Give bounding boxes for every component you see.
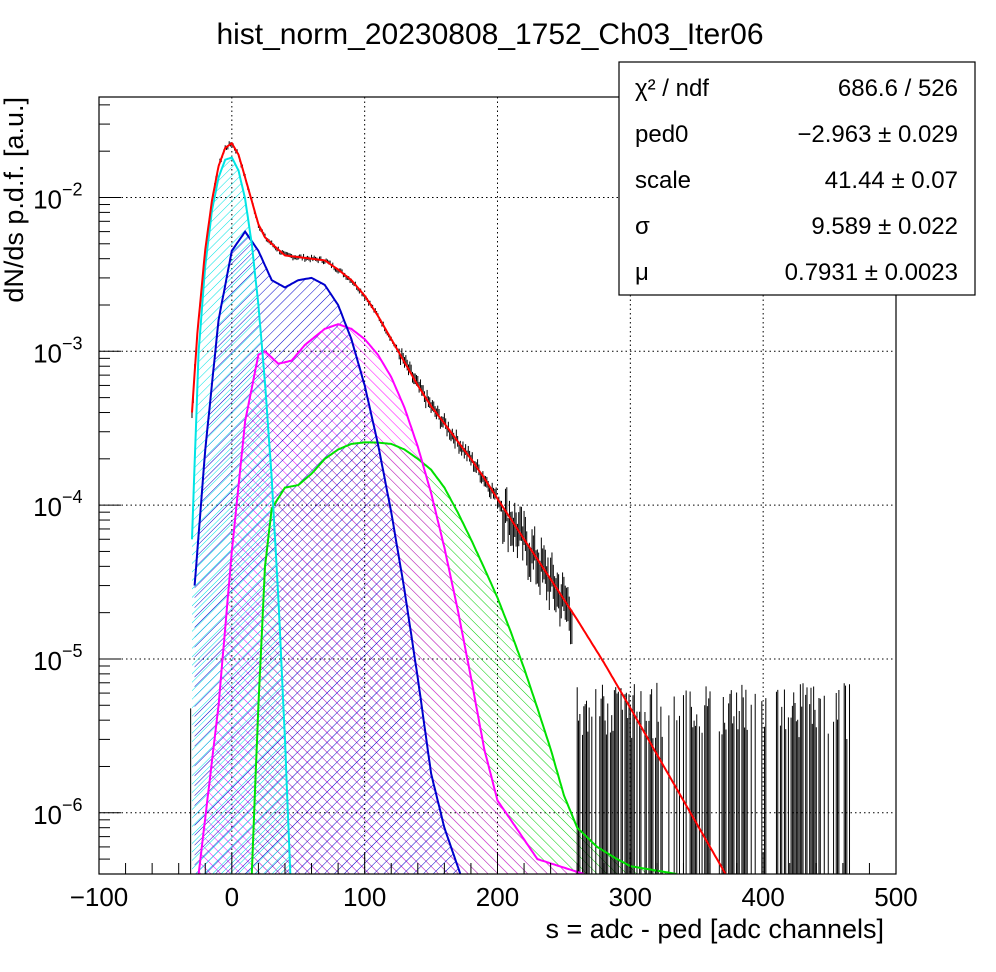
- y-tick-exponent: −5: [62, 641, 83, 661]
- stat-value: 0.7931 ± 0.0023: [785, 259, 958, 286]
- fit-curve: [191, 141, 727, 874]
- y-tick-exponent: −4: [62, 487, 83, 507]
- x-tick-label: 400: [741, 882, 784, 912]
- x-tick-label: 0: [225, 882, 239, 912]
- y-tick-exponent: −2: [62, 179, 83, 199]
- x-axis-label: s = adc - ped [adc channels]: [546, 914, 884, 944]
- y-tick-exponent: −6: [62, 795, 83, 815]
- y-tick-label: 10: [33, 492, 62, 522]
- fit-curve: [191, 156, 292, 874]
- stat-value: 41.44 ± 0.07: [825, 167, 958, 194]
- y-tick-label: 10: [33, 646, 62, 676]
- fit-stats-box: χ² / ndf 686.6 / 526 ped0 −2.963 ± 0.029 sca…: [618, 61, 976, 296]
- fit-curve: [193, 229, 462, 874]
- x-tick-label: −100: [70, 882, 129, 912]
- y-axis-label: dN/ds p.d.f. [a.u.]: [0, 97, 29, 303]
- y-tick-label: 10: [33, 184, 62, 214]
- stat-value: 9.589 ± 0.022: [811, 213, 958, 240]
- stat-name: μ: [635, 259, 649, 286]
- y-tick-label: 10: [33, 800, 62, 830]
- fit-curves: [191, 141, 727, 874]
- fit-curve: [250, 441, 677, 874]
- stat-name: χ² / ndf: [635, 75, 709, 102]
- stat-name: scale: [635, 167, 691, 194]
- x-tick-label: 200: [476, 882, 519, 912]
- stat-name: σ: [635, 213, 650, 240]
- stat-name: ped0: [635, 121, 688, 148]
- stat-value: −2.963 ± 0.029: [797, 121, 958, 148]
- y-tick-label: 10: [33, 338, 62, 368]
- y-tick-exponent: −3: [62, 333, 83, 353]
- chart-title: hist_norm_20230808_1752_Ch03_Iter06: [216, 18, 763, 51]
- x-tick-label: 100: [343, 882, 386, 912]
- x-tick-label: 500: [874, 882, 917, 912]
- stat-value: 686.6 / 526: [838, 75, 958, 102]
- x-tick-label: 300: [609, 882, 652, 912]
